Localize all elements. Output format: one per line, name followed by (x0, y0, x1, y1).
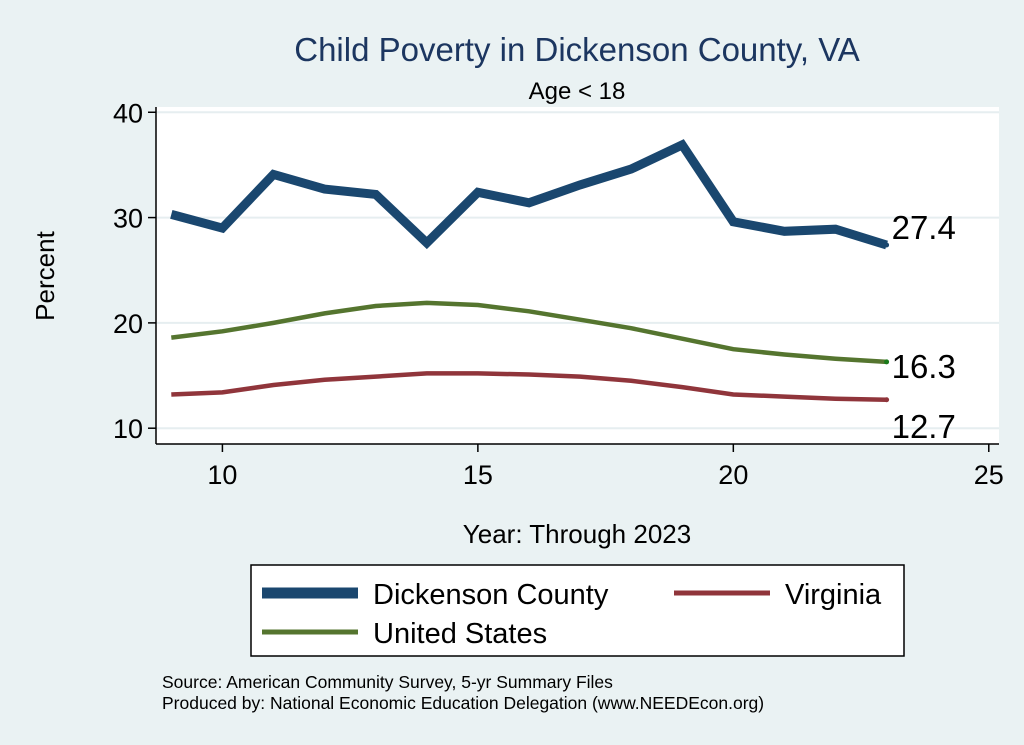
end-labels: 27.4 16.3 12.7 (884, 209, 956, 445)
y-tick-label: 40 (113, 98, 143, 128)
legend-label-united-states: United States (373, 618, 547, 650)
legend-box (250, 564, 905, 657)
end-point-united-states (884, 359, 890, 365)
y-tick-label: 10 (113, 414, 143, 444)
x-tick-label: 10 (207, 460, 237, 490)
x-tick-label: 25 (974, 460, 1004, 490)
x-tick-label: 20 (718, 460, 748, 490)
legend-label-dickenson: Dickenson County (373, 579, 609, 611)
plot-area (156, 107, 999, 444)
series-line-dickenson-county (170, 139, 888, 250)
chart-subtitle: Age < 18 (529, 78, 626, 105)
legend-label-virginia: Virginia (785, 579, 882, 611)
y-tick-label: 20 (113, 309, 143, 339)
end-label-virginia: 12.7 (892, 408, 956, 445)
x-tick-label: 15 (463, 460, 493, 490)
series-line-virginia (171, 371, 887, 403)
y-axis-title: Percent (30, 230, 60, 320)
end-label-dickenson-county: 27.4 (892, 209, 956, 246)
series-lines (170, 139, 888, 403)
source-note: Source: American Community Survey, 5-yr … (162, 672, 613, 692)
producer-note: Produced by: National Economic Education… (162, 693, 764, 713)
y-tick-label: 30 (113, 204, 143, 234)
chart-title: Child Poverty in Dickenson County, VA (294, 31, 860, 68)
series-line-united-states (171, 300, 887, 365)
x-axis-title: Year: Through 2023 (463, 519, 691, 549)
end-point-virginia (884, 397, 890, 403)
end-label-united-states: 16.3 (892, 348, 956, 385)
legend: Dickenson County Virginia United States (250, 564, 905, 657)
grid-lines (156, 111, 999, 430)
end-point-dickenson-county (884, 242, 890, 248)
axes: 10 20 30 40 10 15 20 25 (113, 98, 1004, 490)
